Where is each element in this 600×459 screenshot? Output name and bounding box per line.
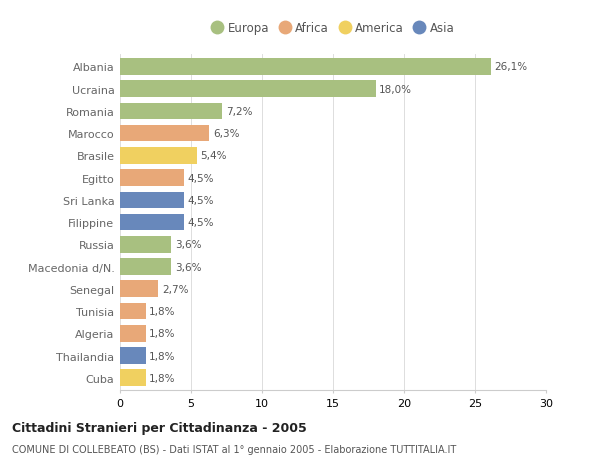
Bar [120,259,171,275]
Text: COMUNE DI COLLEBEATO (BS) - Dati ISTAT al 1° gennaio 2005 - Elaborazione TUTTITA: COMUNE DI COLLEBEATO (BS) - Dati ISTAT a… [12,444,456,454]
Bar [120,148,197,164]
Bar [120,125,209,142]
Text: 3,6%: 3,6% [175,262,201,272]
Text: 3,6%: 3,6% [175,240,201,250]
Bar [120,281,158,297]
Text: 2,7%: 2,7% [162,284,188,294]
Text: 7,2%: 7,2% [226,106,252,117]
Bar [120,59,491,76]
Bar [120,347,146,364]
Legend: Europa, Africa, America, Asia: Europa, Africa, America, Asia [206,17,460,40]
Text: Cittadini Stranieri per Cittadinanza - 2005: Cittadini Stranieri per Cittadinanza - 2… [12,421,307,434]
Bar [120,369,146,386]
Bar [120,303,146,320]
Text: 1,8%: 1,8% [149,329,176,339]
Text: 1,8%: 1,8% [149,351,176,361]
Text: 4,5%: 4,5% [187,173,214,183]
Text: 4,5%: 4,5% [187,196,214,206]
Text: 26,1%: 26,1% [494,62,527,72]
Text: 1,8%: 1,8% [149,373,176,383]
Bar [120,170,184,186]
Bar [120,81,376,98]
Bar [120,214,184,231]
Bar [120,325,146,342]
Text: 5,4%: 5,4% [200,151,227,161]
Text: 6,3%: 6,3% [213,129,239,139]
Text: 1,8%: 1,8% [149,307,176,316]
Bar [120,236,171,253]
Text: 4,5%: 4,5% [187,218,214,228]
Text: 18,0%: 18,0% [379,84,412,95]
Bar [120,103,222,120]
Bar [120,192,184,209]
